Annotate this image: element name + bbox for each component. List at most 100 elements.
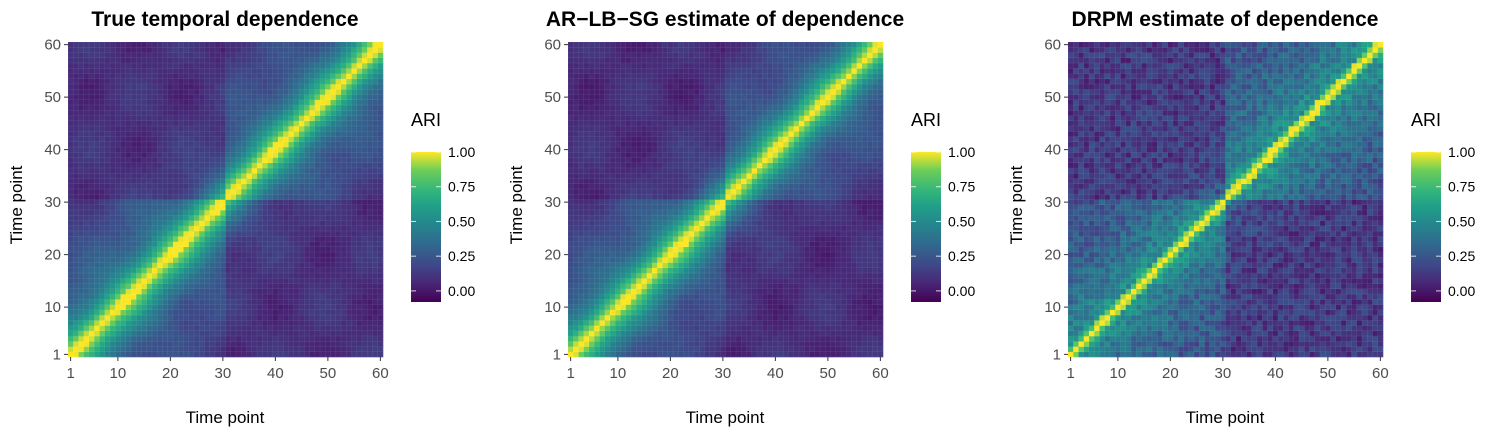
heatmap-cell [309,346,316,353]
heatmap-cell [641,194,648,200]
heatmap-cell [314,89,321,95]
heatmap-cell [173,73,179,80]
heatmap-cell [288,42,295,48]
heatmap-cell [325,330,331,337]
heatmap-cell [362,183,368,190]
heatmap-cell [351,84,358,90]
heatmap-cell [335,288,342,295]
heatmap-cell [620,225,627,232]
heatmap-cell [636,246,642,253]
heatmap-cell [288,288,295,295]
heatmap-cell [367,225,373,232]
heatmap-cell [131,320,137,326]
heatmap-cell [646,52,653,59]
heatmap-cell [94,110,100,116]
heatmap-cell [178,262,184,269]
heatmap-cell [657,136,663,143]
heatmap-cell [167,78,174,85]
heatmap-cell [351,341,358,347]
heatmap-cell [110,257,116,263]
heatmap-cell [99,115,106,122]
heatmap-cell [68,136,74,143]
heatmap-cell [78,68,85,74]
heatmap-cell [662,168,669,174]
heatmap-cell [194,252,200,258]
heatmap-cell [246,315,253,321]
heatmap-cell [257,47,263,53]
heatmap-cell [115,351,121,358]
heatmap-cell [293,52,300,59]
heatmap-cell [657,257,663,263]
heatmap-cell [257,336,263,342]
heatmap-cell [341,288,347,295]
heatmap-cell [599,57,606,64]
heatmap-cell [220,157,226,164]
heatmap-cell [225,320,232,326]
heatmap-cell [578,304,585,311]
heatmap-cell [377,236,384,242]
heatmap-cell [157,241,163,248]
heatmap-cell [220,325,226,332]
heatmap-cell [188,47,195,53]
heatmap-cell [646,231,653,237]
heatmap-cell [246,210,253,216]
heatmap-cell [272,330,279,337]
heatmap-cell [309,246,316,253]
heatmap-cell [304,89,310,95]
heatmap-cell [246,236,253,242]
heatmap-cell [272,131,279,137]
heatmap-cell [267,78,274,85]
heatmap-cell [335,126,342,132]
heatmap-cell [167,330,174,337]
heatmap-cell [604,278,611,284]
heatmap-cell [367,341,373,347]
heatmap-cell [309,215,316,221]
heatmap-cell [377,157,384,164]
heatmap-cell [162,346,169,353]
heatmap-cell [262,199,268,206]
heatmap-cell [299,168,305,174]
heatmap-cell [152,189,158,195]
heatmap-cell [230,152,237,158]
heatmap-cell [131,330,137,337]
heatmap-cell [578,330,585,337]
heatmap-cell [341,194,347,200]
heatmap-cell [568,78,574,85]
heatmap-cell [209,330,216,337]
heatmap-cell [568,336,574,342]
heatmap-cell [125,173,132,179]
heatmap-cell [131,183,137,190]
heatmap-cell [309,262,316,269]
heatmap-cell [246,231,253,237]
heatmap-cell [94,215,100,221]
heatmap-cell [267,241,274,248]
heatmap-cell [620,320,627,326]
heatmap-cell [141,225,148,232]
heatmap-cell [89,105,95,111]
heatmap-cell [631,168,637,174]
heatmap-cell [183,278,190,284]
heatmap-cell [115,304,121,311]
heatmap-cell [78,215,85,221]
heatmap-cell [209,147,216,153]
heatmap-cell [104,215,111,221]
heatmap-cell [325,220,331,227]
heatmap-cell [267,152,274,158]
heatmap-cell [578,183,585,190]
heatmap-cell [194,351,200,358]
heatmap-cell [341,257,347,263]
heatmap-cell [89,294,95,300]
heatmap-cell [620,309,627,316]
heatmap-cell [351,178,358,185]
heatmap-cell [304,257,310,263]
heatmap-cell [625,320,632,326]
heatmap-cell [136,110,142,116]
heatmap-cell [125,42,132,48]
heatmap-cell [73,157,79,164]
heatmap-cell [78,246,85,253]
heatmap-cell [325,225,331,232]
heatmap-cell [209,341,216,347]
heatmap-cell [246,278,253,284]
heatmap-cell [583,225,590,232]
heatmap-cell [652,157,658,164]
